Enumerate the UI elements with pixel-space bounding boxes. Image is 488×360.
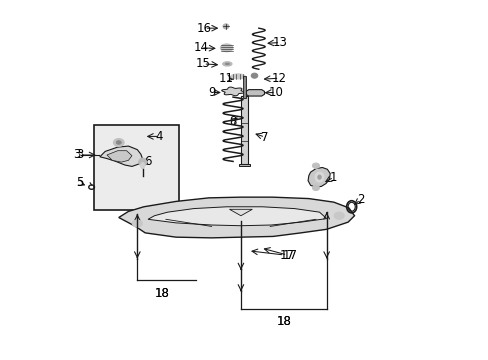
Text: 18: 18	[155, 287, 169, 300]
Polygon shape	[239, 164, 249, 166]
Polygon shape	[241, 96, 247, 164]
Text: 7: 7	[261, 131, 268, 144]
Ellipse shape	[223, 24, 228, 29]
Text: 8: 8	[229, 114, 236, 127]
Bar	[94, 125, 179, 210]
Ellipse shape	[140, 162, 144, 169]
Ellipse shape	[113, 139, 124, 147]
Ellipse shape	[132, 220, 142, 227]
Text: 10: 10	[268, 86, 283, 99]
Text: 17: 17	[279, 248, 294, 261]
Ellipse shape	[220, 44, 232, 52]
Text: 9: 9	[207, 86, 215, 99]
Polygon shape	[229, 209, 252, 216]
Ellipse shape	[312, 163, 319, 168]
Ellipse shape	[225, 63, 229, 65]
Text: 2: 2	[356, 193, 364, 206]
Ellipse shape	[312, 185, 319, 190]
Text: 1: 1	[329, 171, 337, 184]
Text: 18: 18	[276, 315, 291, 328]
Ellipse shape	[251, 73, 257, 78]
Text: 18: 18	[276, 315, 291, 328]
Text: 16: 16	[197, 22, 212, 35]
Text: 3: 3	[74, 148, 81, 162]
Text: 18: 18	[155, 287, 169, 300]
Ellipse shape	[333, 212, 344, 219]
Text: 5: 5	[76, 176, 83, 189]
Polygon shape	[307, 167, 329, 187]
Ellipse shape	[139, 158, 146, 166]
Ellipse shape	[230, 74, 244, 79]
Text: 15: 15	[196, 57, 210, 71]
Polygon shape	[119, 197, 354, 238]
Ellipse shape	[116, 141, 121, 144]
Text: 6: 6	[144, 155, 151, 168]
Polygon shape	[245, 90, 264, 96]
Text: 17: 17	[282, 248, 297, 261]
Polygon shape	[100, 146, 142, 166]
Text: 3: 3	[76, 148, 83, 162]
Polygon shape	[148, 207, 326, 226]
Ellipse shape	[314, 172, 324, 182]
Ellipse shape	[317, 175, 321, 179]
Ellipse shape	[222, 62, 231, 66]
Text: 14: 14	[193, 41, 208, 54]
Polygon shape	[107, 151, 132, 162]
Text: 4: 4	[155, 130, 163, 143]
Text: 11: 11	[219, 72, 234, 85]
Polygon shape	[221, 87, 244, 96]
Text: 12: 12	[271, 72, 286, 85]
Text: 13: 13	[272, 36, 287, 49]
Polygon shape	[243, 76, 245, 98]
